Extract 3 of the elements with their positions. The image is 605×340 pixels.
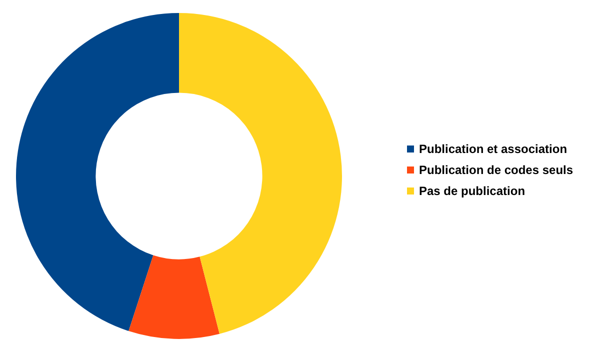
legend-label: Publication et association (419, 142, 568, 156)
legend-label: Publication de codes seuls (419, 163, 574, 177)
legend-label: Pas de publication (419, 184, 526, 198)
